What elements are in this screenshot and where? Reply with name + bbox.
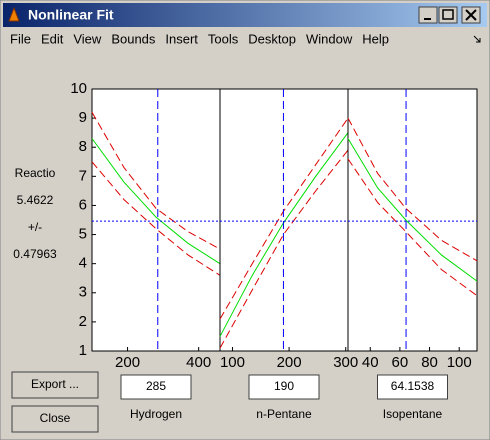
- y-tick-label: 5: [79, 226, 87, 243]
- y-tick-label: 8: [79, 138, 87, 155]
- menu-item[interactable]: View: [73, 31, 102, 46]
- y-tick-label: 1: [79, 342, 87, 359]
- window-controls: [418, 6, 481, 24]
- confidence-bound: [347, 117, 478, 262]
- x-tick-label: 60: [392, 354, 409, 371]
- fit-line: [91, 138, 221, 265]
- plot-area: [347, 88, 478, 352]
- x-tick-label: 100: [220, 354, 245, 371]
- confidence-bound: [347, 158, 478, 297]
- x-tick-label: 40: [362, 354, 379, 371]
- x-tick-label: 300: [333, 354, 358, 371]
- fit-line: [347, 138, 478, 282]
- x-axis-label: n-Pentane: [256, 407, 312, 421]
- x-tick-label: 200: [277, 354, 302, 371]
- x-tick-label: 400: [186, 354, 211, 371]
- confidence-bound: [91, 161, 221, 276]
- menu-item[interactable]: Edit: [41, 31, 64, 46]
- x-tick-label: 200: [115, 354, 140, 371]
- y-tick-label: 10: [70, 80, 87, 97]
- y-tick-label: 6: [79, 196, 87, 213]
- close-button[interactable]: [11, 405, 99, 433]
- x-input-box[interactable]: [377, 374, 448, 400]
- minimize-button[interactable]: [418, 6, 438, 24]
- pm-value: 0.47963: [13, 247, 57, 261]
- close-glyph: [465, 9, 477, 21]
- response-label: Reactio: [15, 166, 56, 180]
- menu-item[interactable]: File: [10, 31, 31, 46]
- pm-label: +/-: [28, 220, 42, 234]
- maximize-glyph: [442, 9, 454, 20]
- y-tick-label: 4: [79, 255, 87, 272]
- x-axis-label: Isopentane: [383, 407, 443, 421]
- x-input-value: 190: [274, 379, 294, 393]
- plot-area: [91, 88, 221, 352]
- y-tick-label: 3: [79, 284, 87, 301]
- dock-icon[interactable]: [473, 35, 481, 43]
- menu-item[interactable]: Tools: [208, 31, 239, 46]
- confidence-bound: [91, 112, 221, 250]
- menu-bar: [3, 29, 487, 51]
- x-input-value: 64.1538: [391, 379, 435, 393]
- x-axis-label: Hydrogen: [130, 407, 182, 421]
- y-tick-label: 2: [79, 313, 87, 330]
- title-bar: [3, 3, 487, 27]
- export-button-label: Export ...: [31, 377, 79, 391]
- x-input-box[interactable]: [120, 374, 192, 400]
- close-button-label: Close: [40, 411, 71, 425]
- plot-area: [219, 88, 349, 352]
- x-input-box[interactable]: [248, 374, 320, 400]
- menu-item[interactable]: Desktop: [248, 31, 296, 46]
- y-tick-label: 7: [79, 167, 87, 184]
- window-title: Nonlinear Fit: [28, 7, 114, 23]
- app-icon: [8, 6, 20, 22]
- response-value: 5.4622: [17, 193, 54, 207]
- y-tick-label: 9: [79, 109, 87, 126]
- menu-item[interactable]: Insert: [165, 31, 198, 46]
- menu-item[interactable]: Window: [306, 31, 353, 46]
- x-input-value: 285: [146, 379, 166, 393]
- menu-item[interactable]: Bounds: [111, 31, 156, 46]
- x-tick-label: 100: [447, 354, 472, 371]
- x-tick-label: 80: [421, 354, 438, 371]
- export-button[interactable]: [11, 371, 99, 399]
- menu-item[interactable]: Help: [362, 31, 389, 46]
